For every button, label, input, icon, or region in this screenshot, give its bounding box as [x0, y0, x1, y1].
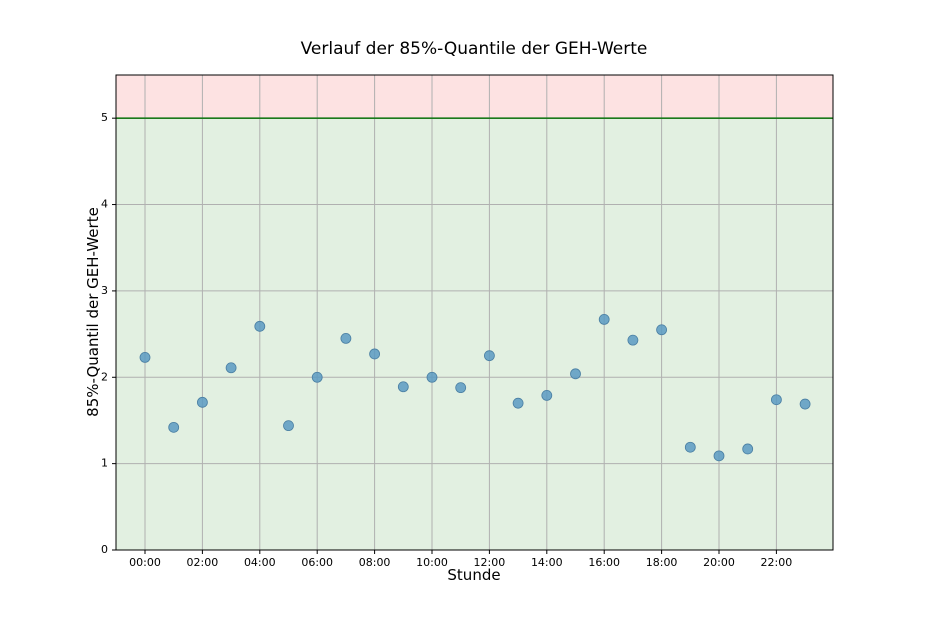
- y-axis-title: 85%-Quantil der GEH-Werte: [84, 207, 102, 417]
- y-tick-label: 4: [101, 198, 108, 211]
- data-point: [369, 348, 381, 360]
- data-point: [483, 350, 495, 362]
- x-tick-label: 00:00: [129, 556, 161, 569]
- data-point: [713, 450, 725, 462]
- data-point: [598, 314, 610, 325]
- y-axis: 0 1 2 3 4 5: [101, 111, 116, 556]
- x-tick-label: 10:00: [416, 556, 448, 569]
- data-point: [684, 441, 696, 453]
- y-tick-label: 5: [101, 111, 108, 124]
- data-point: [570, 368, 581, 380]
- x-tick-label: 18:00: [646, 556, 678, 569]
- x-tick-label: 20:00: [703, 556, 735, 569]
- data-point: [168, 421, 180, 433]
- x-tick-label: 12:00: [474, 556, 506, 569]
- x-tick-label: 08:00: [359, 556, 391, 569]
- data-point: [742, 443, 754, 455]
- data-point: [799, 398, 811, 410]
- x-tick-label: 06:00: [301, 556, 333, 569]
- y-tick-label: 1: [101, 457, 108, 470]
- chart-title: Verlauf der 85%-Quantile der GEH-Werte: [301, 39, 648, 59]
- x-tick-label: 16:00: [588, 556, 620, 569]
- y-tick-label: 2: [101, 370, 108, 383]
- plot-frame: [115, 74, 834, 551]
- data-point: [455, 382, 467, 394]
- data-point: [196, 396, 208, 408]
- data-point: [283, 420, 294, 432]
- x-axis-title: Stunde: [447, 566, 500, 584]
- data-point: [512, 397, 524, 409]
- x-tick-label: 14:00: [531, 556, 563, 569]
- below-threshold-zone: [116, 118, 833, 550]
- x-tick-label: 02:00: [187, 556, 219, 569]
- data-point: [139, 352, 151, 363]
- x-tick-label: 04:00: [244, 556, 276, 569]
- data-points: [139, 314, 811, 462]
- data-point: [541, 390, 553, 401]
- x-tick-label: 22:00: [761, 556, 793, 569]
- data-point: [656, 324, 667, 336]
- data-point: [340, 333, 352, 344]
- above-threshold-zone: [116, 75, 833, 119]
- data-point: [254, 320, 266, 332]
- data-point: [627, 334, 639, 346]
- data-point: [397, 381, 409, 393]
- data-point: [771, 394, 782, 406]
- y-tick-label: 3: [101, 284, 108, 297]
- data-point: [311, 371, 323, 383]
- y-tick-label: 0: [101, 543, 108, 556]
- x-axis: 00:00 02:00 04:00 06:00 08:00 10:00 12:00 14:00…: [129, 550, 792, 569]
- data-point: [426, 371, 438, 383]
- data-point: [225, 362, 237, 374]
